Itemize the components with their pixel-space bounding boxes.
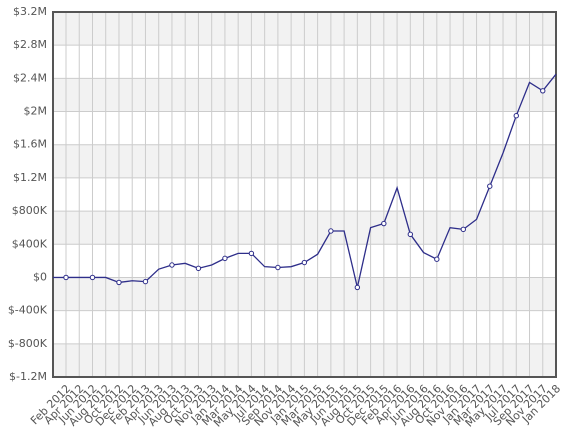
y-tick-label: $2.8M	[13, 38, 47, 51]
y-tick-label: $-400K	[8, 304, 48, 317]
data-point	[354, 284, 361, 291]
plot-border	[52, 11, 557, 378]
y-tick-label: $2.4M	[13, 71, 47, 84]
data-point	[248, 250, 255, 257]
data-point	[275, 264, 281, 271]
y-tick-label: $-800K	[8, 337, 48, 350]
y-tick-label: $400K	[12, 237, 48, 250]
data-point	[116, 279, 122, 286]
y-tick-label: $1.6M	[13, 138, 47, 151]
y-tick-label: $800K	[12, 204, 48, 217]
y-tick-label: $-1.2M	[9, 370, 47, 383]
data-point	[142, 278, 149, 285]
y-tick-label: $0	[33, 270, 47, 283]
data-point	[169, 262, 175, 268]
data-point	[222, 255, 228, 262]
data-point	[328, 228, 334, 234]
data-point	[195, 265, 202, 272]
data-point	[540, 88, 546, 94]
data-point	[89, 274, 96, 281]
data-point	[434, 256, 440, 262]
data-point	[63, 274, 69, 281]
data-point	[407, 231, 414, 238]
y-tick-label: $3.2M	[13, 5, 47, 18]
y-tick-label: $2M	[24, 105, 48, 118]
data-point	[460, 226, 466, 233]
data-point	[381, 220, 387, 227]
data-point	[513, 112, 519, 119]
y-tick-label: $1.2M	[13, 171, 47, 184]
data-point	[301, 259, 308, 266]
data-point	[487, 183, 493, 189]
data-line	[66, 73, 557, 288]
